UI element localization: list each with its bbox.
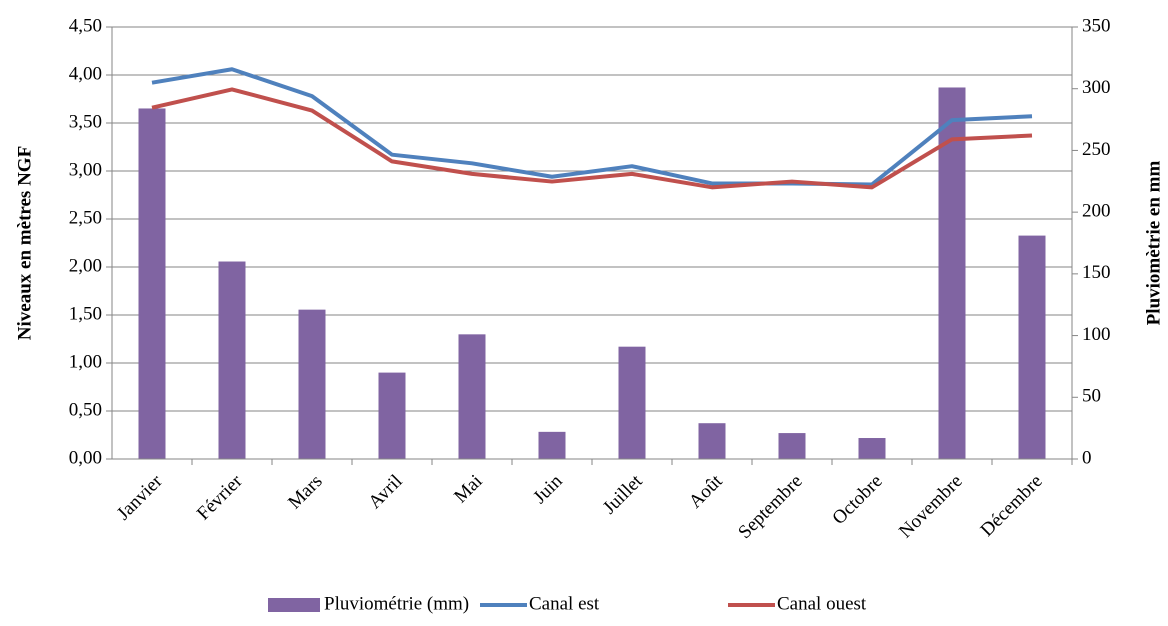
- y-tick-label: 4,50: [69, 15, 102, 36]
- legend-swatch: [268, 598, 320, 612]
- x-tick-label: Janvier: [113, 470, 167, 524]
- line: [151, 67, 1033, 187]
- y-tick-label: 2,50: [69, 207, 102, 228]
- y-axis-title: Niveaux en mètres NGF: [14, 146, 35, 340]
- y2-tick-label: 350: [1082, 15, 1111, 36]
- bar: [698, 423, 726, 459]
- y-tick-label: 1,50: [69, 303, 102, 324]
- bar: [138, 108, 166, 459]
- bar: [778, 433, 806, 459]
- y-tick-label: 1,00: [69, 351, 102, 372]
- y2-tick-label: 250: [1082, 139, 1111, 160]
- y-tick-label: 2,00: [69, 255, 102, 276]
- y2-tick-label: 200: [1082, 201, 1111, 222]
- y-tick-label: 4,00: [69, 63, 102, 84]
- bar: [538, 431, 566, 459]
- bar: [378, 372, 406, 459]
- bar: [1018, 235, 1046, 459]
- bar: [218, 261, 246, 459]
- y-tick-label: 0,50: [69, 399, 102, 420]
- y2-tick-label: 150: [1082, 262, 1111, 283]
- bar: [618, 346, 646, 459]
- y2-tick-label: 50: [1082, 386, 1101, 407]
- line: [151, 87, 1033, 190]
- y2-tick-label: 300: [1082, 77, 1111, 98]
- x-tick-label: Décembre: [977, 471, 1047, 541]
- x-tick-label: Août: [685, 470, 727, 512]
- y-tick-label: 3,50: [69, 111, 102, 132]
- x-tick-label: Avril: [364, 471, 406, 513]
- legend-label: Pluviométrie (mm): [324, 593, 469, 614]
- x-tick-label: Septembre: [734, 471, 806, 543]
- bar: [938, 87, 966, 459]
- legend-label: Canal ouest: [777, 593, 867, 614]
- y2-tick-label: 0: [1082, 447, 1092, 468]
- y-tick-label: 0,00: [69, 447, 102, 468]
- x-tick-label: Juin: [529, 470, 567, 508]
- legend-label: Canal est: [529, 593, 600, 614]
- x-tick-label: Octobre: [828, 471, 886, 529]
- x-tick-label: Mai: [450, 471, 486, 507]
- bar: [298, 309, 326, 459]
- y2-axis-title: Pluviomètrie en mm: [1143, 161, 1164, 326]
- bar: [858, 438, 886, 459]
- x-tick-label: Mars: [284, 471, 326, 513]
- y-tick-label: 3,00: [69, 159, 102, 180]
- x-tick-label: Novembre: [895, 471, 967, 543]
- bar: [458, 334, 486, 459]
- y2-tick-label: 100: [1082, 324, 1111, 345]
- x-tick-label: Juillet: [599, 470, 647, 518]
- x-tick-label: Février: [193, 470, 247, 524]
